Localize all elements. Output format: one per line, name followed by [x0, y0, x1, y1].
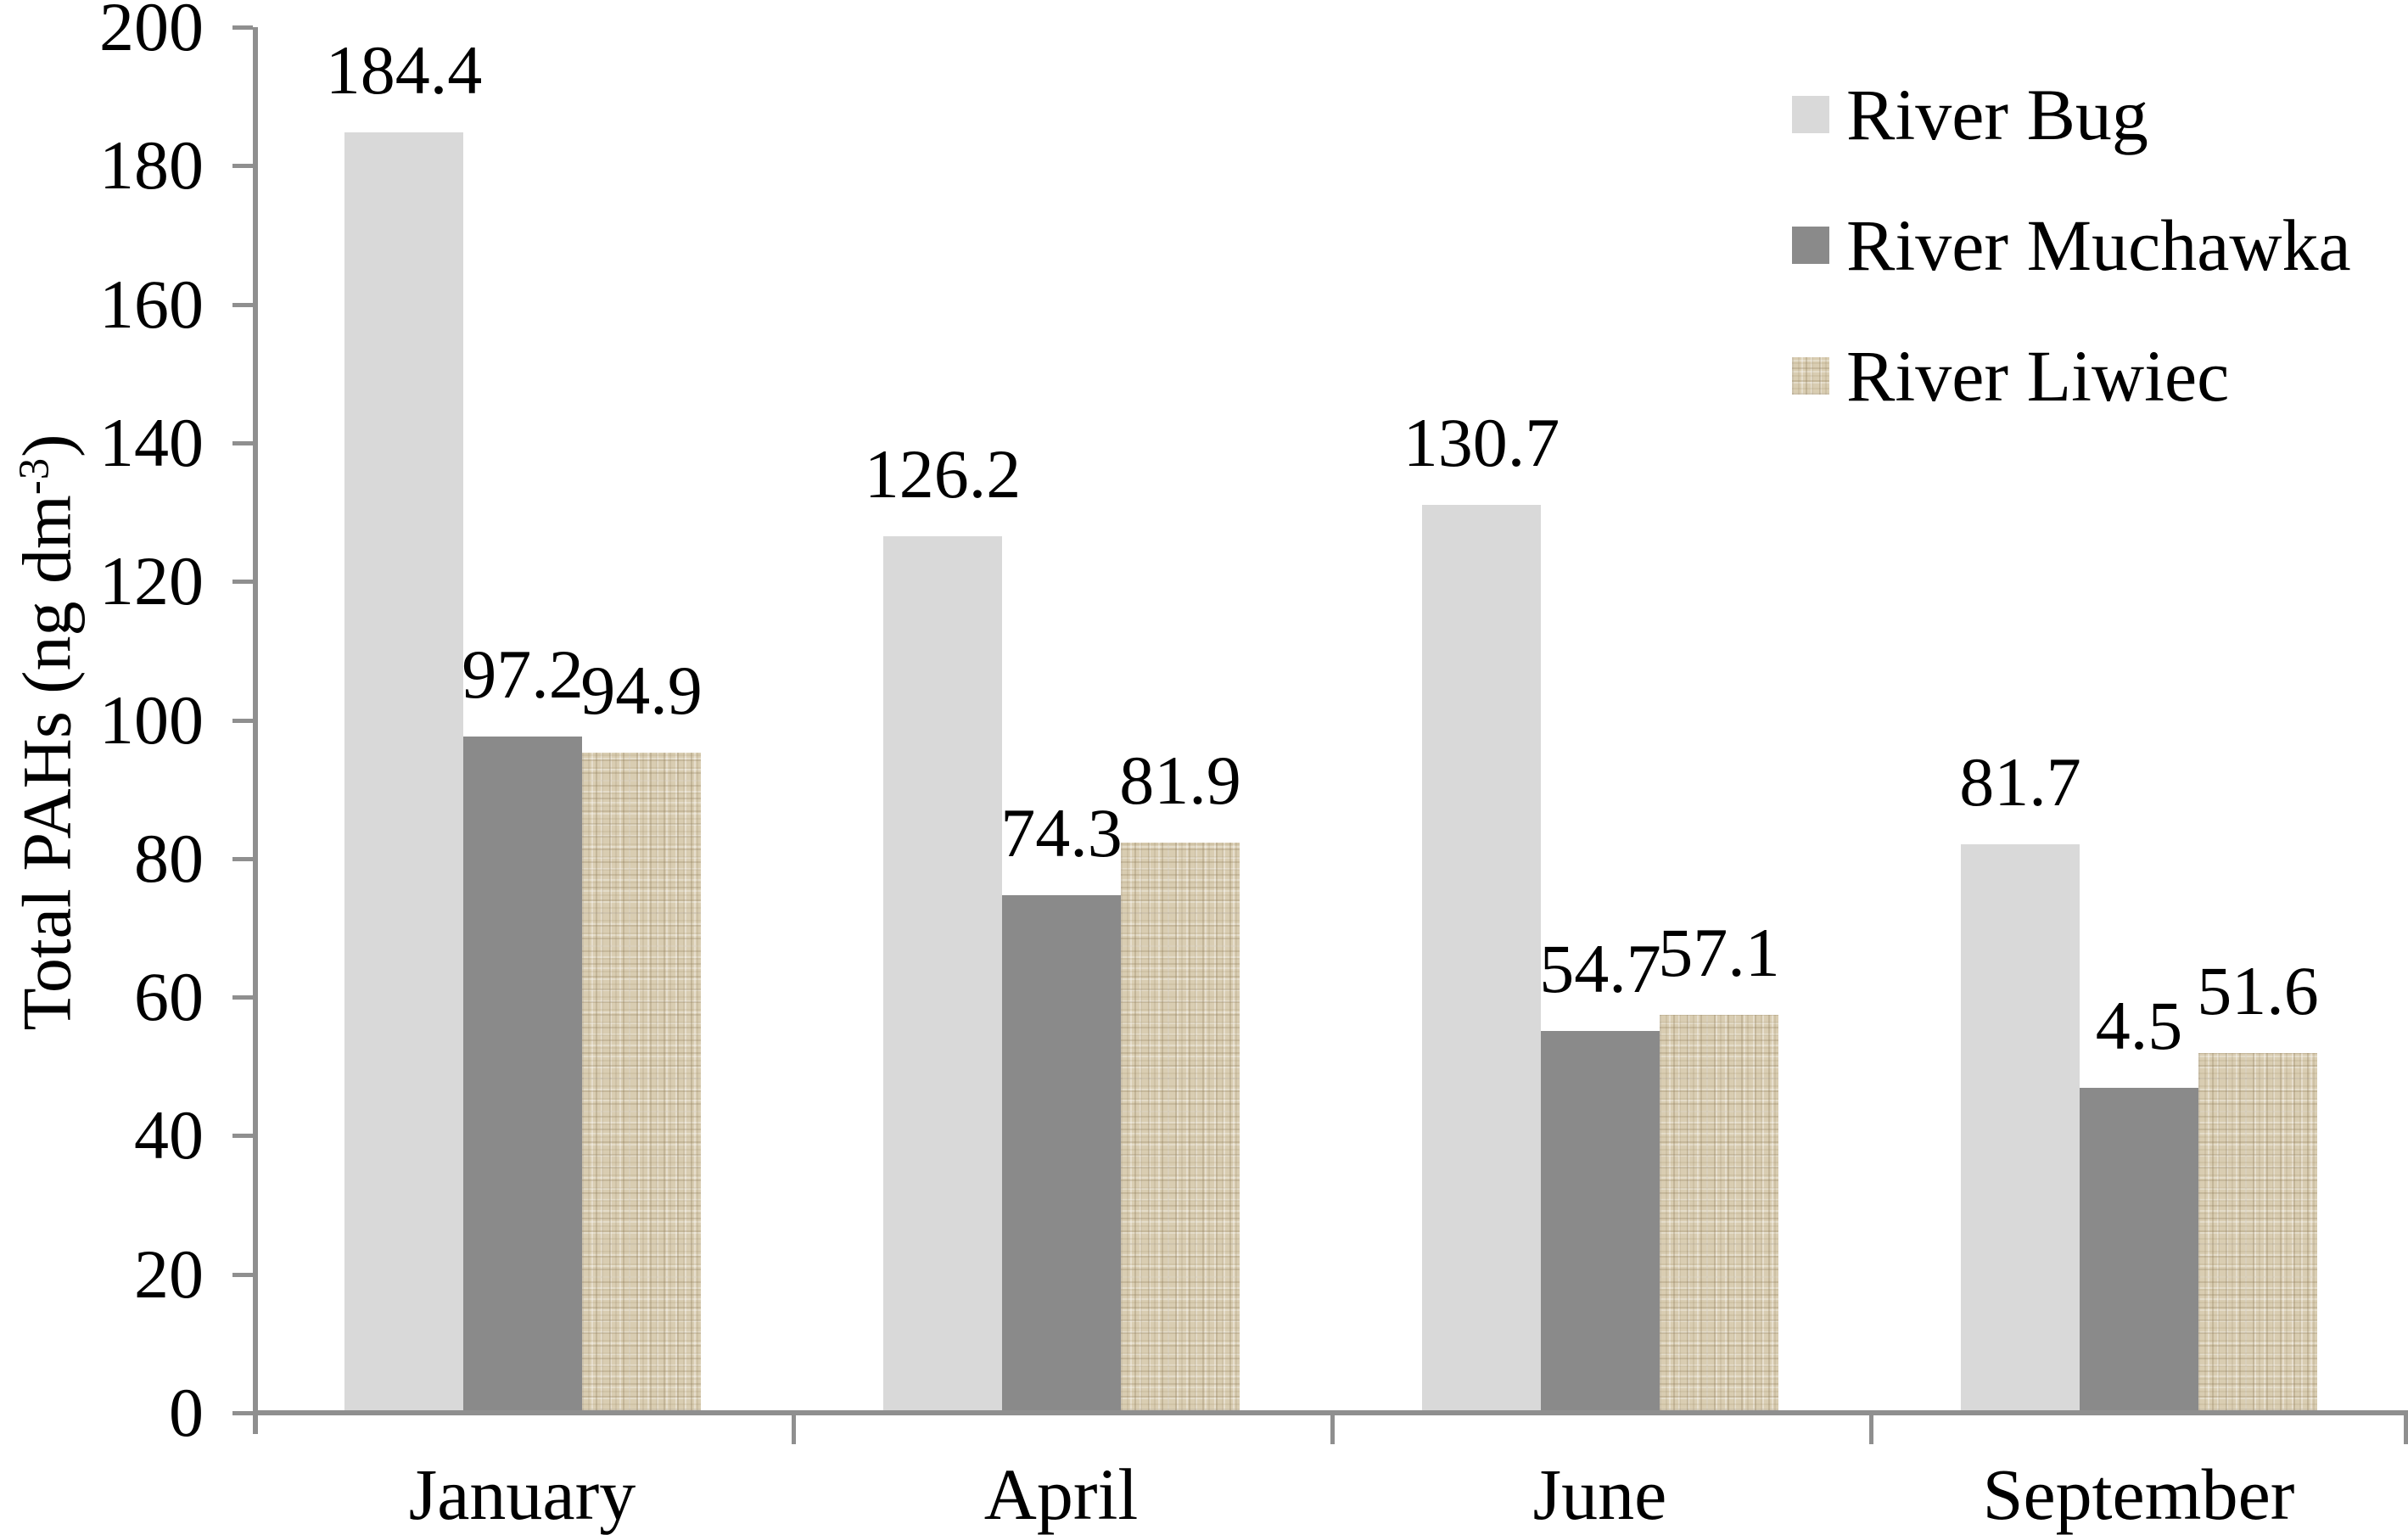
bar-river-liwiec-april: [1121, 843, 1240, 1410]
bar-river-muchawka-september: [2080, 1088, 2198, 1410]
bar-value-label: 81.9: [1119, 742, 1241, 819]
legend: River Bug River Muchawka River Liwiec: [1792, 78, 2351, 412]
bar-value-label: 130.7: [1403, 404, 1560, 481]
y-tick: [232, 1134, 253, 1138]
y-tick-label: 60: [134, 958, 204, 1035]
bar-river-muchawka-january: [463, 737, 582, 1410]
bar-value-label: 97.2: [462, 636, 584, 713]
bar-river-bug-april: [883, 536, 1002, 1410]
y-axis-line: [253, 27, 258, 1434]
bar-river-muchawka-april: [1002, 895, 1121, 1410]
y-tick: [232, 25, 253, 30]
y-tick-label: 100: [99, 681, 204, 759]
x-tick: [1330, 1415, 1335, 1444]
legend-swatch-river-liwiec: [1792, 357, 1829, 395]
bar-value-label: 54.7: [1539, 930, 1661, 1007]
legend-item-river-bug: River Bug: [1792, 78, 2351, 151]
x-tick: [1869, 1415, 1873, 1444]
y-tick: [232, 1411, 253, 1415]
y-tick-label: 20: [134, 1235, 204, 1313]
bar-river-muchawka-june: [1541, 1031, 1660, 1410]
y-tick-label: 180: [99, 126, 204, 204]
y-tick: [232, 719, 253, 723]
x-tick: [792, 1415, 796, 1444]
bar-value-label: 51.6: [2197, 952, 2319, 1029]
x-category-label: January: [408, 1454, 636, 1535]
y-tick: [232, 857, 253, 861]
y-tick: [232, 303, 253, 307]
bar-river-bug-january: [344, 132, 463, 1410]
x-category-label: June: [1532, 1454, 1667, 1535]
legend-label: River Muchawka: [1846, 204, 2351, 286]
bar-value-label: 4.5: [2095, 987, 2183, 1064]
y-tick-label: 140: [99, 404, 204, 481]
y-tick: [232, 441, 253, 445]
bar-river-bug-september: [1961, 844, 2080, 1410]
bar-value-label: 126.2: [864, 435, 1022, 513]
y-tick: [232, 995, 253, 1000]
bar-value-label: 74.3: [1000, 794, 1123, 871]
x-axis-line: [253, 1410, 2408, 1415]
y-tick-label: 40: [134, 1096, 204, 1174]
y-tick-label: 80: [134, 820, 204, 897]
y-tick: [232, 164, 253, 168]
y-tick: [232, 1273, 253, 1277]
bar-value-label: 94.9: [580, 652, 703, 729]
legend-label: River Liwiec: [1846, 335, 2230, 417]
x-category-label: September: [1982, 1454, 2295, 1535]
y-tick-label: 200: [99, 0, 204, 65]
legend-item-river-muchawka: River Muchawka: [1792, 209, 2351, 282]
bar-river-bug-june: [1422, 505, 1541, 1410]
bar-river-liwiec-january: [582, 753, 701, 1410]
bar-river-liwiec-september: [2198, 1053, 2317, 1410]
bar-value-label: 81.7: [1959, 743, 2081, 821]
legend-swatch-river-muchawka: [1792, 227, 1829, 264]
bar-river-liwiec-june: [1660, 1015, 1778, 1410]
legend-swatch-river-bug: [1792, 96, 1829, 133]
y-tick-label: 0: [169, 1374, 204, 1451]
legend-label: River Bug: [1846, 74, 2148, 155]
bar-value-label: 57.1: [1658, 914, 1780, 991]
x-category-label: April: [983, 1454, 1139, 1535]
y-tick-label: 120: [99, 542, 204, 619]
bar-value-label: 184.4: [325, 31, 483, 109]
y-tick: [232, 580, 253, 584]
y-tick-label: 160: [99, 266, 204, 343]
legend-item-river-liwiec: River Liwiec: [1792, 339, 2351, 412]
x-tick: [2404, 1415, 2408, 1444]
